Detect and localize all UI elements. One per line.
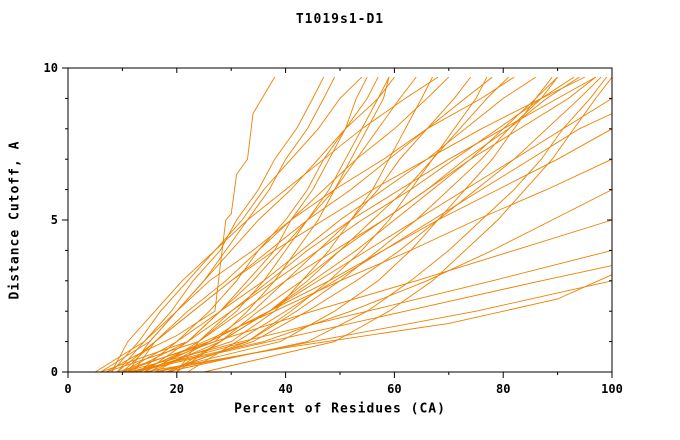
x-tick-label: 20 <box>170 382 184 396</box>
x-tick-label: 80 <box>496 382 510 396</box>
model-curve <box>116 219 613 373</box>
model-curve <box>133 265 613 373</box>
model-curve <box>133 76 390 373</box>
y-tick-label: 10 <box>44 61 58 75</box>
model-curve <box>165 76 607 373</box>
model-curve <box>94 76 325 373</box>
model-curve <box>160 76 602 373</box>
model-curve <box>165 76 558 373</box>
model-curve <box>127 76 515 373</box>
model-curve <box>132 76 585 373</box>
chart-title: T1019s1-D1 <box>295 12 385 27</box>
y-tick-label: 0 <box>51 365 58 379</box>
y-tick-label: 5 <box>51 213 58 227</box>
model-curve <box>187 113 613 373</box>
model-curve <box>127 189 613 373</box>
y-axis-label: Distance Cutoff, A <box>7 140 23 300</box>
model-curve <box>105 76 390 373</box>
model-curve <box>138 76 537 373</box>
model-curve <box>171 98 613 373</box>
model-curve <box>122 76 379 373</box>
model-curve <box>143 76 575 373</box>
x-tick-label: 100 <box>601 382 623 396</box>
x-tick-label: 40 <box>278 382 292 396</box>
x-tick-label: 60 <box>387 382 401 396</box>
model-curve <box>111 76 363 373</box>
model-curve <box>149 76 509 373</box>
x-tick-label: 0 <box>64 382 71 396</box>
model-curve <box>138 158 613 373</box>
model-curve <box>176 76 580 373</box>
model-curve <box>100 76 368 373</box>
model-curve <box>154 280 613 373</box>
model-curve <box>100 76 336 373</box>
model-curve <box>203 76 613 373</box>
model-curve <box>116 76 395 373</box>
model-curve <box>122 249 613 373</box>
model-curve <box>133 76 488 373</box>
x-axis-label: Percent of Residues (CA) <box>234 401 446 417</box>
model-curve <box>105 76 276 373</box>
